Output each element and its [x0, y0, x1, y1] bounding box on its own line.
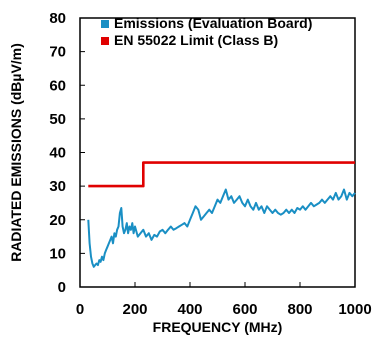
x-tick-label: 400	[177, 301, 202, 318]
x-tick-label: 0	[76, 301, 84, 318]
legend-swatch	[101, 20, 109, 28]
y-tick-label: 40	[49, 145, 66, 162]
x-tick-label: 1000	[338, 301, 371, 318]
y-tick-label: 80	[49, 10, 66, 27]
y-tick-label: 0	[58, 279, 66, 296]
legend-swatch	[101, 37, 109, 45]
y-axis-title: RADIATED EMISSIONS (dBµV/m)	[8, 43, 24, 262]
y-tick-label: 70	[49, 44, 66, 61]
x-axis-title: FREQUENCY (MHz)	[153, 319, 283, 335]
x-tick-label: 800	[287, 301, 312, 318]
plot-frame	[79, 17, 356, 288]
x-tick-label: 200	[122, 301, 147, 318]
x-tick-label: 600	[232, 301, 257, 318]
y-tick-label: 30	[49, 178, 66, 195]
series-layer	[87, 161, 356, 268]
y-tick-label: 20	[49, 212, 66, 229]
y-tick-label: 60	[49, 77, 66, 94]
axis-layer: 0 200 400 600 800 1000 0 10 20 30 40 50 60 70 80	[49, 10, 371, 318]
series-line-emissions	[87, 188, 356, 268]
y-tick-label: 50	[49, 111, 66, 128]
legend: Emissions (Evaluation Board)EN 55022 Lim…	[101, 15, 312, 48]
legend-label: EN 55022 Limit (Class B)	[114, 32, 278, 48]
y-tick-label: 10	[49, 245, 66, 262]
legend-label: Emissions (Evaluation Board)	[114, 15, 312, 31]
series-line-limit	[88, 161, 355, 188]
